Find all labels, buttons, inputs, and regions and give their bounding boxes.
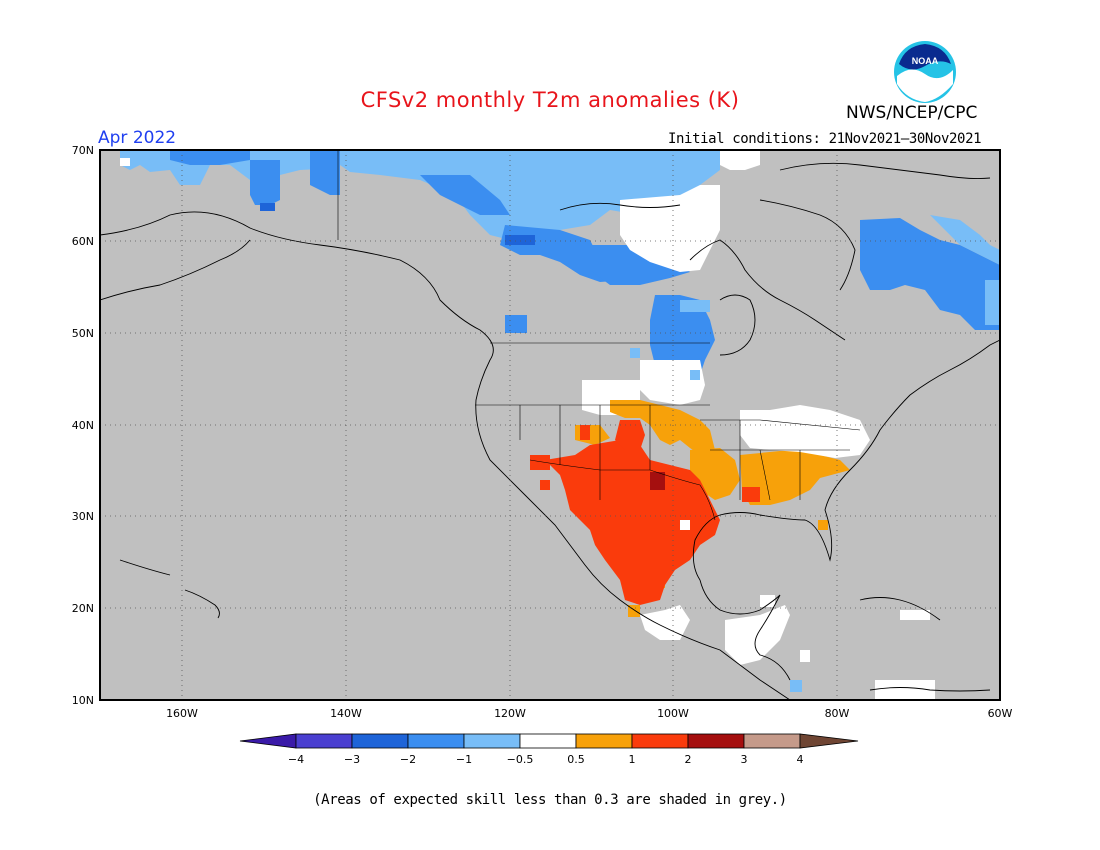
- skill-footnote: (Areas of expected skill less than 0.3 a…: [313, 792, 787, 808]
- coastlines: [100, 162, 1000, 700]
- colorbar-label: 0.5: [567, 753, 585, 766]
- initial-conditions: Initial conditions: 21Nov2021–30Nov2021: [668, 131, 982, 147]
- colorbar-cell: [351, 733, 409, 749]
- noaa-logo: NOAA: [894, 41, 956, 103]
- lat-label: 30N: [72, 510, 94, 523]
- latitude-labels: 70N 60N 50N 40N 30N 20N 10N: [72, 144, 94, 707]
- longitude-labels: 160W 140W 120W 100W 80W 60W: [166, 707, 1012, 720]
- colorbar-cell: [687, 733, 745, 749]
- colorbar-cell: [519, 733, 577, 749]
- lat-label: 70N: [72, 144, 94, 157]
- colorbar-right-arrow: [799, 733, 859, 749]
- colorbar-label: 1: [629, 753, 636, 766]
- colorbar-label: 2: [685, 753, 692, 766]
- colorbar: −4 −3 −2 −1 −0.5 0.5 1 2 3 4: [239, 733, 859, 766]
- lat-label: 60N: [72, 235, 94, 248]
- colorbar-cell: [295, 733, 353, 749]
- colorbar-label: −3: [344, 753, 360, 766]
- agency-label: NWS/NCEP/CPC: [846, 103, 978, 123]
- map-frame: [99, 149, 1001, 701]
- colorbar-label: −1: [456, 753, 472, 766]
- anomaly-cells: [120, 150, 1000, 700]
- lon-label: 160W: [166, 707, 198, 720]
- colorbar-label: 4: [797, 753, 804, 766]
- colorbar-label: −0.5: [507, 753, 534, 766]
- colorbar-cell: [743, 733, 801, 749]
- colorbar-cell: [631, 733, 689, 749]
- lat-label: 40N: [72, 419, 94, 432]
- map-title: CFSv2 monthly T2m anomalies (K): [360, 88, 740, 112]
- graticule: [100, 150, 1000, 700]
- colorbar-left-arrow: [239, 733, 297, 749]
- lon-label: 60W: [988, 707, 1013, 720]
- lon-label: 100W: [657, 707, 689, 720]
- colorbar-cell: [407, 733, 465, 749]
- colorbar-label: 3: [741, 753, 748, 766]
- lat-label: 20N: [72, 602, 94, 615]
- colorbar-cell: [575, 733, 633, 749]
- political-borders: [337, 150, 861, 521]
- lat-label: 50N: [72, 327, 94, 340]
- lon-label: 120W: [494, 707, 526, 720]
- lat-label: 10N: [72, 694, 94, 707]
- forecast-month: Apr 2022: [98, 128, 177, 148]
- svg-text:NOAA: NOAA: [912, 56, 939, 66]
- colorbar-label: −4: [288, 753, 304, 766]
- lon-label: 140W: [330, 707, 362, 720]
- lon-label: 80W: [825, 707, 850, 720]
- colorbar-label: −2: [400, 753, 416, 766]
- colorbar-cell: [463, 733, 521, 749]
